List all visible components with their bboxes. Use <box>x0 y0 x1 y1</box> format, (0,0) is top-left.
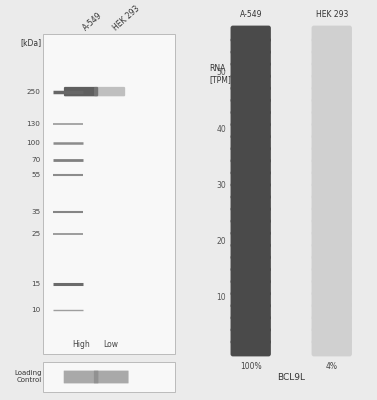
FancyBboxPatch shape <box>231 291 271 308</box>
FancyBboxPatch shape <box>231 134 271 151</box>
Text: HEK 293: HEK 293 <box>111 4 141 32</box>
FancyBboxPatch shape <box>231 267 271 284</box>
Text: 10: 10 <box>31 307 40 313</box>
FancyBboxPatch shape <box>311 207 352 224</box>
FancyBboxPatch shape <box>231 303 271 320</box>
FancyBboxPatch shape <box>231 50 271 66</box>
Text: 100%: 100% <box>240 362 262 371</box>
Text: 35: 35 <box>31 209 40 214</box>
Text: Loading
Control: Loading Control <box>14 370 41 384</box>
FancyBboxPatch shape <box>231 340 271 356</box>
Text: 10: 10 <box>216 293 226 302</box>
FancyBboxPatch shape <box>311 26 352 42</box>
FancyBboxPatch shape <box>311 146 352 163</box>
Text: [kDa]: [kDa] <box>20 38 41 47</box>
FancyBboxPatch shape <box>311 110 352 127</box>
FancyBboxPatch shape <box>231 74 271 91</box>
FancyBboxPatch shape <box>231 38 271 54</box>
FancyBboxPatch shape <box>231 255 271 272</box>
FancyBboxPatch shape <box>231 207 271 224</box>
Text: 4%: 4% <box>326 362 338 371</box>
FancyBboxPatch shape <box>311 243 352 260</box>
FancyBboxPatch shape <box>311 86 352 103</box>
FancyBboxPatch shape <box>311 303 352 320</box>
Text: High: High <box>72 340 90 349</box>
FancyBboxPatch shape <box>311 219 352 236</box>
FancyBboxPatch shape <box>231 110 271 127</box>
FancyBboxPatch shape <box>311 182 352 200</box>
FancyBboxPatch shape <box>231 122 271 139</box>
Text: 130: 130 <box>26 121 40 126</box>
FancyBboxPatch shape <box>231 158 271 175</box>
Text: 55: 55 <box>31 172 40 178</box>
FancyBboxPatch shape <box>94 370 129 383</box>
FancyBboxPatch shape <box>231 146 271 163</box>
Text: BCL9L: BCL9L <box>277 373 305 382</box>
FancyBboxPatch shape <box>231 316 271 332</box>
FancyBboxPatch shape <box>64 87 98 96</box>
FancyBboxPatch shape <box>311 170 352 187</box>
FancyBboxPatch shape <box>311 279 352 296</box>
Text: 70: 70 <box>31 157 40 163</box>
FancyBboxPatch shape <box>311 74 352 91</box>
FancyBboxPatch shape <box>94 87 125 96</box>
FancyBboxPatch shape <box>43 34 175 354</box>
FancyBboxPatch shape <box>311 62 352 79</box>
Text: 30: 30 <box>216 181 226 190</box>
Text: 40: 40 <box>216 125 226 134</box>
Text: Low: Low <box>104 340 119 349</box>
FancyBboxPatch shape <box>64 370 98 383</box>
Text: 20: 20 <box>216 237 226 246</box>
FancyBboxPatch shape <box>231 26 271 42</box>
Text: 50: 50 <box>216 68 226 78</box>
FancyBboxPatch shape <box>311 98 352 115</box>
FancyBboxPatch shape <box>311 195 352 212</box>
FancyBboxPatch shape <box>43 362 175 392</box>
Text: 25: 25 <box>31 231 40 237</box>
Text: 100: 100 <box>26 140 40 146</box>
FancyBboxPatch shape <box>311 255 352 272</box>
FancyBboxPatch shape <box>231 182 271 200</box>
FancyBboxPatch shape <box>311 38 352 54</box>
Text: HEK 293: HEK 293 <box>316 10 348 19</box>
FancyBboxPatch shape <box>231 86 271 103</box>
Text: RNA
[TPM]: RNA [TPM] <box>209 64 231 84</box>
FancyBboxPatch shape <box>231 279 271 296</box>
FancyBboxPatch shape <box>311 122 352 139</box>
FancyBboxPatch shape <box>231 328 271 344</box>
Text: A-549: A-549 <box>239 10 262 19</box>
FancyBboxPatch shape <box>231 170 271 187</box>
Text: A-549: A-549 <box>81 10 104 32</box>
Text: 250: 250 <box>26 88 40 94</box>
FancyBboxPatch shape <box>231 231 271 248</box>
FancyBboxPatch shape <box>311 267 352 284</box>
FancyBboxPatch shape <box>231 243 271 260</box>
FancyBboxPatch shape <box>231 62 271 79</box>
FancyBboxPatch shape <box>231 195 271 212</box>
FancyBboxPatch shape <box>311 231 352 248</box>
FancyBboxPatch shape <box>311 158 352 175</box>
Text: 15: 15 <box>31 281 40 286</box>
FancyBboxPatch shape <box>311 340 352 356</box>
FancyBboxPatch shape <box>231 219 271 236</box>
FancyBboxPatch shape <box>311 291 352 308</box>
FancyBboxPatch shape <box>311 316 352 332</box>
FancyBboxPatch shape <box>311 50 352 66</box>
FancyBboxPatch shape <box>231 98 271 115</box>
FancyBboxPatch shape <box>311 328 352 344</box>
FancyBboxPatch shape <box>311 134 352 151</box>
